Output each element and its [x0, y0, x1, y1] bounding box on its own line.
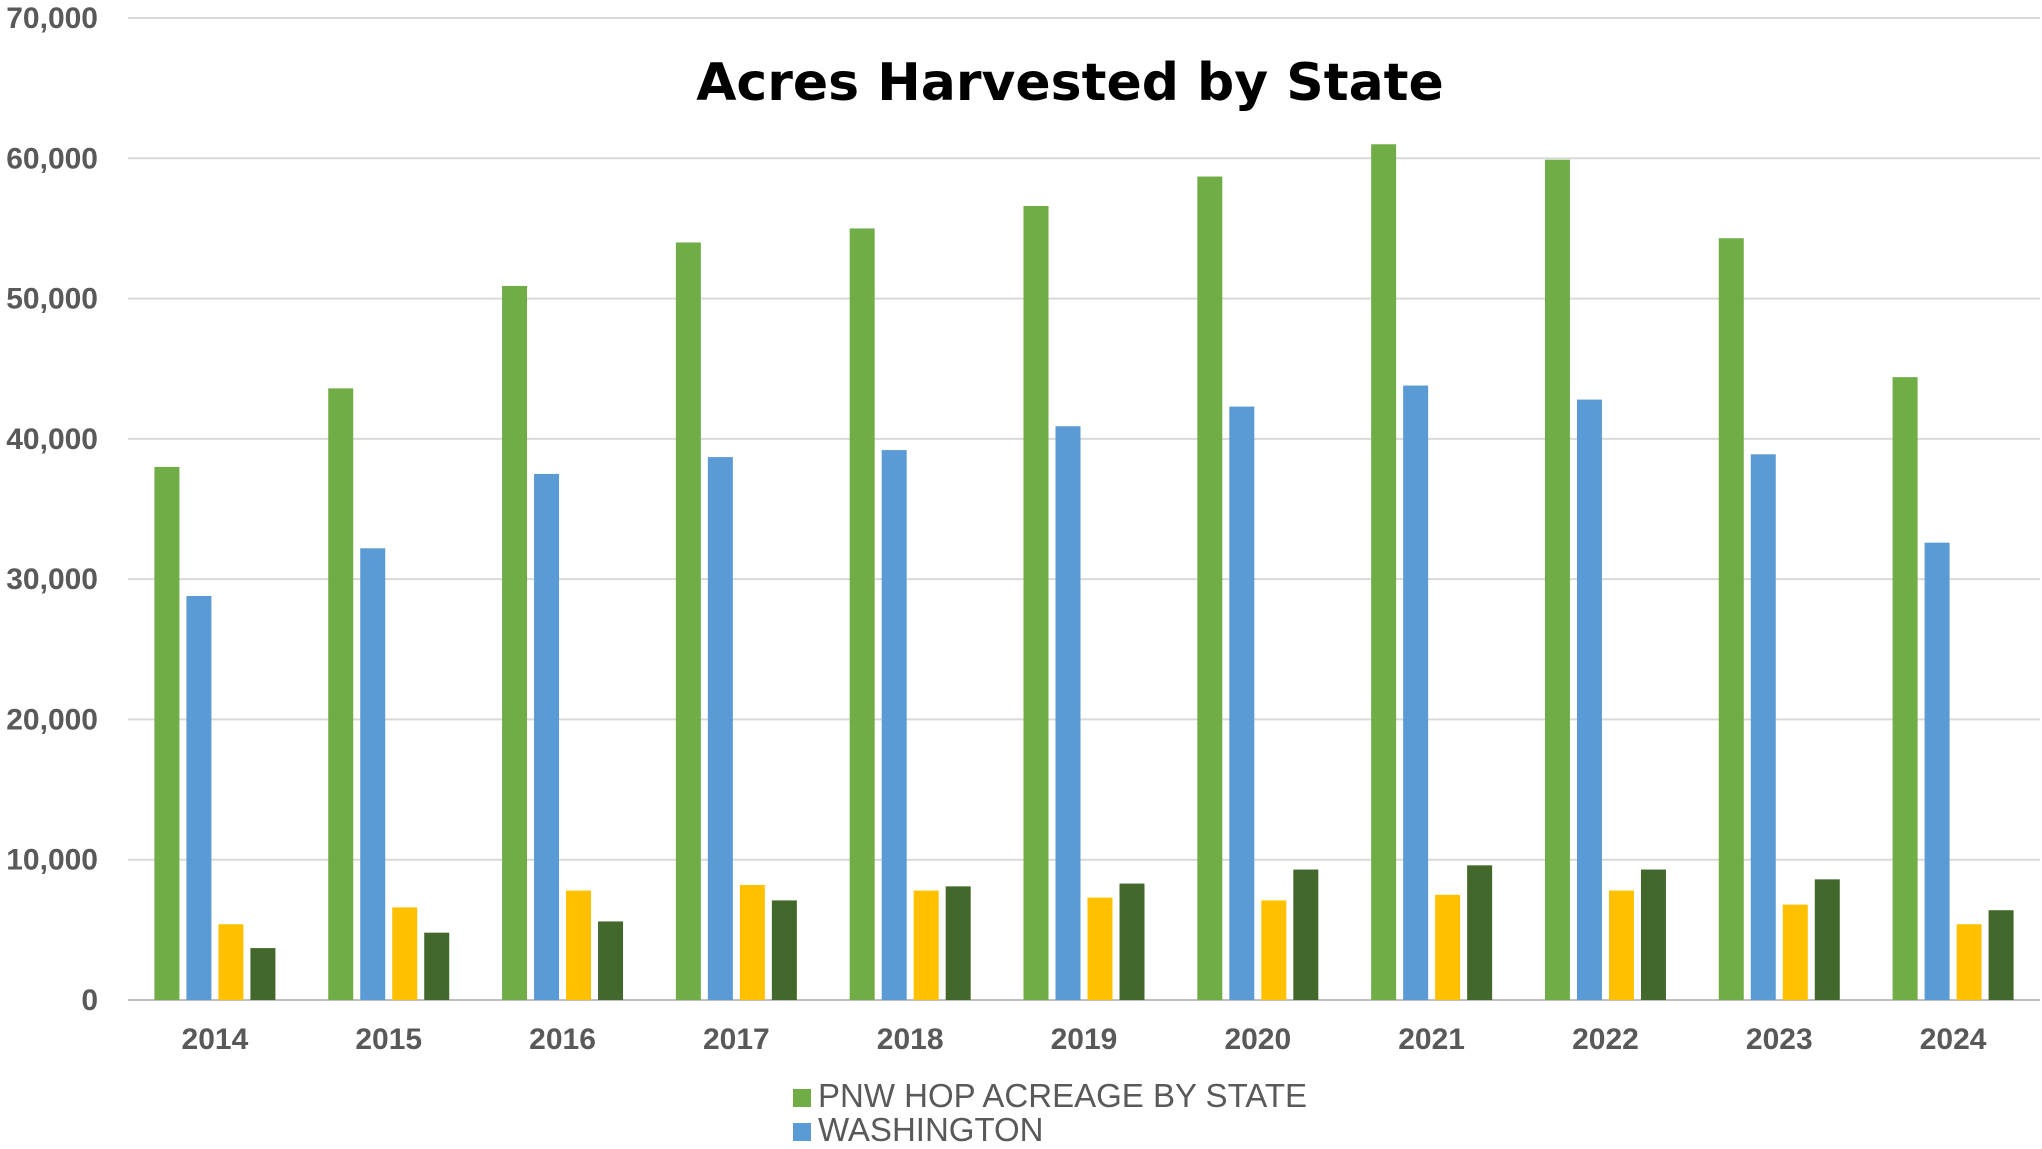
x-tick-label: 2014	[182, 1023, 249, 1056]
bar-series-2-2022	[1576, 399, 1602, 1000]
bar-series-3-2018	[913, 890, 939, 1000]
legend-swatch	[793, 1123, 811, 1141]
bar-series-2-2023	[1750, 454, 1776, 1000]
bar-series-3-2015	[392, 907, 418, 1000]
bar-series-3-2023	[1782, 904, 1808, 1000]
grid-layer	[128, 17, 2040, 1001]
bar-series-4-2016	[598, 921, 624, 1000]
bar-series-4-2015	[424, 932, 450, 1000]
x-tick-label: 2017	[703, 1023, 770, 1056]
legend-label: PNW HOP ACREAGE BY STATE	[818, 1077, 1307, 1114]
chart-title: Acres Harvested by State	[696, 53, 1444, 113]
bar-series-4-2019	[1119, 883, 1145, 1000]
bar-series-3-2016	[566, 890, 592, 1000]
bar-series-1-2022	[1544, 159, 1570, 1000]
y-tick-label: 60,000	[6, 142, 98, 175]
bar-series-1-2021	[1371, 144, 1397, 1000]
x-tick-label: 2023	[1746, 1023, 1813, 1056]
bar-series-3-2014	[218, 924, 244, 1000]
x-tick-label: 2019	[1051, 1023, 1118, 1056]
y-tick-label: 10,000	[6, 844, 98, 877]
x-tick-label: 2024	[1920, 1023, 1987, 1056]
bar-series-1-2016	[502, 285, 528, 1001]
y-tick-label: 70,000	[6, 2, 98, 35]
bar-series-1-2019	[1023, 205, 1049, 1001]
bar-series-3-2024	[1956, 924, 1982, 1000]
bar-series-4-2014	[250, 948, 276, 1000]
bar-series-1-2015	[328, 388, 354, 1001]
y-axis-labels: 0 10,000 20,000 30,000 40,000 50,000 60,000 70,…	[6, 2, 98, 1017]
x-axis-labels: 2014 2015 2016 2017 2018 2019 2020 2021 2022 2023…	[182, 1023, 1987, 1056]
bar-series-3-2020	[1261, 900, 1287, 1000]
x-tick-label: 2020	[1224, 1023, 1291, 1056]
bar-series-2-2020	[1229, 406, 1255, 1000]
bar-series-2-2024	[1924, 542, 1950, 1000]
bar-series-4-2022	[1640, 869, 1666, 1000]
bar-series-4-2020	[1293, 869, 1319, 1000]
y-tick-label: 20,000	[6, 703, 98, 736]
bar-series-4-2023	[1814, 879, 1840, 1000]
y-tick-label: 30,000	[6, 563, 98, 596]
x-tick-label: 2015	[355, 1023, 422, 1056]
bar-series-2-2016	[534, 473, 560, 1000]
bar-series-2-2015	[360, 548, 386, 1000]
bar-series-1-2020	[1197, 176, 1223, 1001]
y-tick-label: 0	[81, 984, 98, 1017]
bar-series-1-2024	[1892, 377, 1918, 1000]
bar-series-4-2024	[1988, 910, 2014, 1000]
y-tick-label: 40,000	[6, 423, 98, 456]
legend-label: WASHINGTON	[818, 1111, 1044, 1148]
bar-series-4-2021	[1467, 865, 1493, 1000]
bar-series-3-2022	[1608, 890, 1634, 1000]
bar-series-2-2018	[881, 450, 907, 1001]
bar-series-3-2019	[1087, 897, 1113, 1000]
bar-series-3-2021	[1435, 894, 1461, 1000]
bars-layer	[154, 144, 2014, 1001]
bar-series-2-2019	[1055, 426, 1081, 1000]
x-tick-label: 2016	[529, 1023, 596, 1056]
x-tick-label: 2022	[1572, 1023, 1639, 1056]
bar-series-4-2017	[771, 900, 797, 1000]
bar-series-1-2023	[1718, 238, 1744, 1001]
x-tick-label: 2021	[1398, 1023, 1465, 1056]
bar-series-3-2017	[739, 884, 765, 1000]
y-tick-label: 50,000	[6, 283, 98, 316]
bar-series-1-2014	[154, 466, 180, 1000]
bar-series-1-2017	[675, 242, 701, 1000]
bar-series-1-2018	[849, 228, 875, 1000]
bar-series-2-2017	[707, 457, 733, 1000]
bar-series-2-2021	[1403, 385, 1429, 1000]
bar-series-2-2014	[186, 595, 212, 1000]
x-tick-label: 2018	[877, 1023, 944, 1056]
bar-series-4-2018	[945, 886, 971, 1000]
legend-swatch	[793, 1089, 811, 1107]
